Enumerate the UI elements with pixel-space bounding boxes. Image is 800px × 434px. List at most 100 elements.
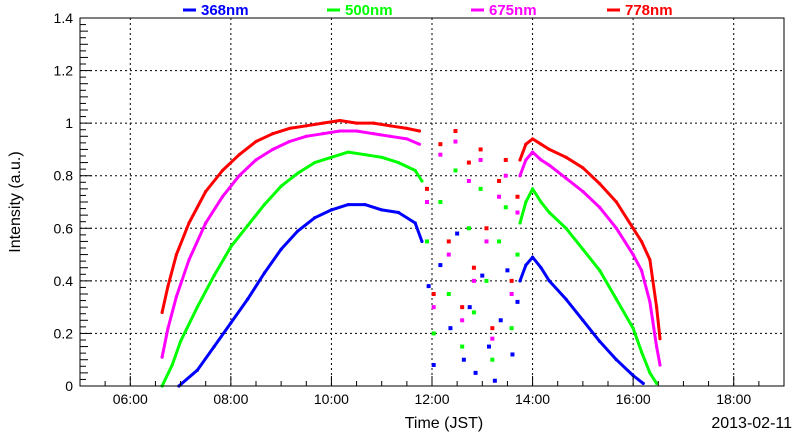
data-point	[346, 150, 350, 154]
data-point	[455, 231, 460, 236]
data-point	[581, 318, 585, 322]
data-point	[460, 305, 465, 310]
data-point	[471, 310, 476, 315]
data-point	[174, 295, 178, 299]
data-point	[473, 370, 478, 375]
data-point	[524, 158, 528, 162]
data-point	[614, 226, 618, 230]
legend-label: 500nm	[345, 2, 393, 19]
data-point	[424, 200, 429, 204]
data-point	[220, 195, 225, 199]
data-point	[581, 247, 585, 251]
data-point	[388, 134, 392, 138]
data-point	[655, 381, 659, 385]
data-point	[160, 310, 164, 314]
data-point	[510, 352, 515, 357]
data-point	[396, 210, 401, 215]
data-point	[524, 142, 528, 146]
data-point	[655, 305, 659, 309]
data-point	[431, 305, 436, 310]
data-point	[598, 205, 602, 209]
data-point	[490, 357, 495, 362]
data-point	[530, 255, 535, 259]
data-point	[658, 337, 662, 341]
data-point	[262, 271, 266, 275]
data-point	[329, 155, 334, 159]
data-point	[371, 132, 375, 136]
data-point	[424, 239, 429, 244]
data-point	[174, 252, 178, 257]
data-point	[431, 362, 436, 367]
data-point	[424, 186, 429, 191]
legend-label: 368nm	[201, 2, 249, 19]
data-point	[490, 336, 495, 341]
data-point	[530, 187, 535, 191]
data-point	[492, 378, 497, 383]
data-point	[497, 178, 502, 183]
data-point	[426, 284, 431, 289]
data-point	[471, 265, 476, 270]
data-point	[547, 210, 551, 215]
data-point	[195, 368, 199, 372]
series-line-morning	[160, 129, 421, 359]
data-point	[448, 326, 453, 331]
data-point	[658, 363, 662, 367]
legend-entry: 675nm	[471, 2, 537, 19]
series-line-afternoon	[518, 150, 662, 367]
data-point	[420, 179, 424, 183]
data-point	[296, 229, 300, 233]
data-point	[417, 129, 422, 133]
data-point	[598, 339, 602, 343]
data-point	[354, 121, 359, 125]
y-tick-label: 1.2	[54, 63, 74, 79]
data-point	[518, 279, 522, 283]
data-point	[446, 252, 451, 257]
data-point	[564, 226, 568, 230]
data-point	[229, 245, 233, 249]
data-point	[220, 168, 225, 173]
data-point	[204, 189, 208, 194]
data-point	[279, 184, 283, 188]
data-point	[313, 216, 317, 220]
series-675nm	[160, 129, 662, 367]
x-tick-label: 16:00	[616, 391, 651, 407]
data-point	[287, 126, 292, 130]
legend: 368nm 500nm 675nm 778nm	[183, 2, 673, 19]
data-point	[195, 305, 199, 309]
legend-entry: 778nm	[607, 2, 673, 19]
data-point	[396, 160, 401, 165]
data-point	[539, 142, 543, 146]
data-point	[279, 247, 283, 251]
data-point	[631, 326, 635, 330]
data-point	[461, 357, 466, 362]
data-point	[539, 266, 543, 270]
data-point	[431, 331, 436, 336]
data-point	[413, 168, 417, 173]
data-point	[262, 203, 266, 207]
y-tick-label: 0.8	[54, 168, 74, 184]
data-point	[346, 203, 350, 207]
series-line-morning	[177, 203, 424, 388]
y-tick-label: 0.2	[54, 325, 74, 341]
data-point	[420, 239, 424, 244]
data-point	[212, 344, 216, 349]
data-point	[467, 305, 472, 310]
data-point	[484, 278, 489, 283]
y-tick-label: 1.4	[54, 10, 74, 26]
y-tick-label: 0	[65, 378, 73, 394]
data-point	[446, 292, 451, 296]
data-point	[246, 224, 250, 228]
data-point	[497, 194, 502, 199]
legend-entry: 368nm	[183, 2, 249, 19]
x-tick-label: 06:00	[113, 391, 148, 407]
data-point	[547, 163, 551, 167]
data-point	[321, 121, 325, 125]
data-point	[518, 221, 522, 225]
data-point	[639, 268, 644, 272]
data-point	[509, 326, 514, 331]
data-point	[639, 239, 644, 244]
data-point	[564, 155, 568, 159]
series-368nm	[177, 203, 645, 388]
data-point	[237, 174, 241, 178]
